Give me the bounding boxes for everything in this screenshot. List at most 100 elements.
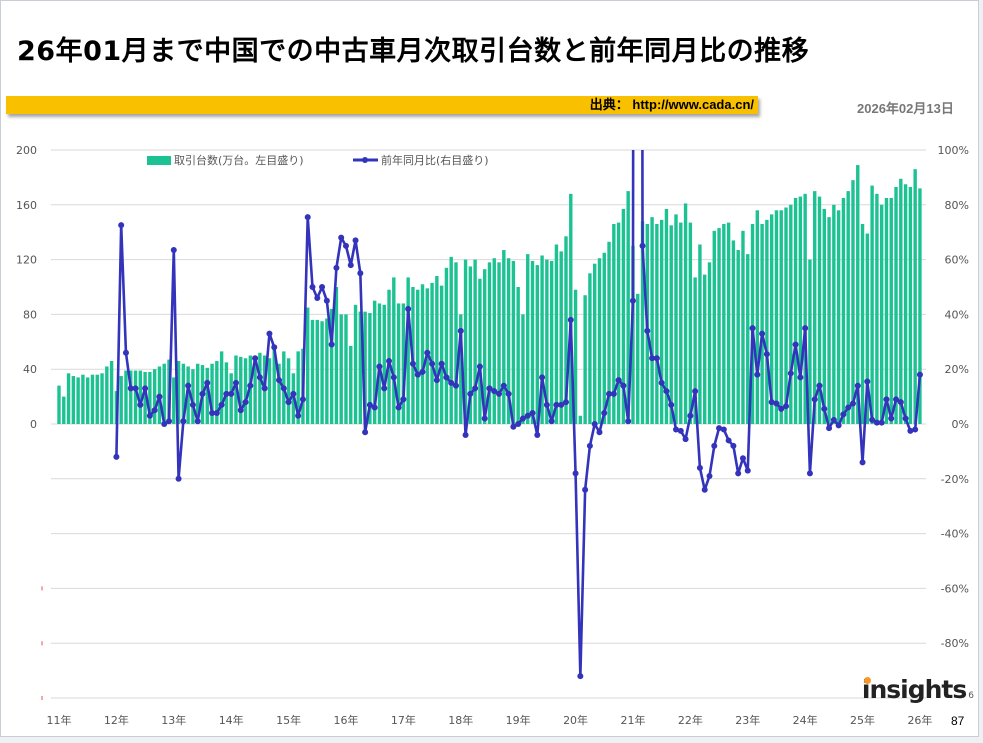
yoy-point bbox=[854, 382, 861, 389]
yoy-point bbox=[376, 363, 383, 370]
yoy-point bbox=[390, 374, 397, 381]
bar bbox=[918, 188, 922, 424]
bar bbox=[583, 295, 587, 424]
left-axis-tick: 0 bbox=[30, 418, 37, 431]
yoy-point bbox=[151, 407, 158, 414]
bar bbox=[396, 303, 401, 424]
legend-line-marker bbox=[362, 157, 368, 163]
bar bbox=[459, 314, 463, 424]
bar bbox=[779, 210, 783, 424]
yoy-point bbox=[596, 429, 603, 436]
bar bbox=[784, 207, 788, 424]
yoy-point bbox=[539, 374, 546, 381]
bar bbox=[277, 363, 281, 424]
bar bbox=[473, 259, 477, 424]
right-axis-tick: 0% bbox=[952, 418, 969, 431]
page-title: 26年01月まで中国での中古車月次取引台数と前年同月比の推移 bbox=[17, 36, 810, 67]
yoy-point bbox=[759, 330, 766, 337]
bar bbox=[482, 269, 487, 424]
yoy-point bbox=[452, 382, 459, 389]
yoy-point bbox=[625, 418, 632, 425]
yoy-point bbox=[285, 399, 292, 406]
yoy-point bbox=[912, 426, 919, 433]
yoy-point bbox=[142, 385, 149, 392]
yoy-point bbox=[878, 419, 885, 426]
bar bbox=[133, 370, 138, 424]
legend-line-label: 前年同月比(右目盛り) bbox=[381, 153, 489, 167]
x-axis-tick: 20年 bbox=[563, 713, 588, 727]
bar bbox=[540, 255, 544, 424]
yoy-point bbox=[156, 393, 163, 400]
bar bbox=[243, 358, 248, 424]
bar bbox=[492, 258, 496, 424]
yoy-point bbox=[304, 214, 311, 221]
bar bbox=[334, 287, 339, 424]
bar bbox=[349, 345, 353, 424]
yoy-point bbox=[347, 262, 354, 269]
yoy-point bbox=[223, 390, 230, 397]
yoy-point bbox=[342, 242, 349, 249]
page-number: 87 bbox=[951, 714, 965, 728]
bar bbox=[602, 252, 606, 424]
yoy-point bbox=[505, 390, 512, 397]
bar bbox=[215, 360, 219, 424]
yoy-point bbox=[519, 415, 526, 422]
bar bbox=[124, 370, 128, 424]
bar bbox=[889, 197, 893, 424]
yoy-point bbox=[768, 399, 775, 406]
yoy-point bbox=[692, 388, 699, 395]
bar bbox=[908, 186, 913, 424]
yoy-point bbox=[534, 431, 541, 438]
yoy-point bbox=[806, 470, 813, 477]
bar bbox=[449, 256, 453, 424]
right-axis-tick: -20% bbox=[941, 473, 969, 486]
right-axis-tick: 40% bbox=[945, 308, 969, 321]
yoy-point bbox=[419, 368, 426, 375]
yoy-point bbox=[400, 396, 407, 403]
yoy-point bbox=[405, 305, 412, 312]
yoy-point bbox=[783, 403, 790, 410]
bar bbox=[229, 373, 233, 424]
bar bbox=[674, 214, 678, 424]
bar bbox=[372, 300, 377, 424]
yoy-point bbox=[821, 405, 828, 412]
bar bbox=[755, 210, 760, 424]
insights-logo: insights bbox=[861, 675, 967, 704]
right-axis-tick: -40% bbox=[941, 528, 969, 541]
bar bbox=[774, 210, 779, 424]
x-axis-tick: 26年 bbox=[907, 713, 932, 727]
bar bbox=[559, 251, 563, 424]
yoy-point bbox=[290, 390, 297, 397]
bar bbox=[875, 193, 879, 424]
yoy-point bbox=[677, 427, 684, 434]
bar bbox=[420, 284, 425, 424]
yoy-point bbox=[252, 355, 259, 362]
bar bbox=[746, 254, 750, 424]
yoy-point bbox=[515, 421, 522, 427]
yoy-point bbox=[840, 411, 847, 418]
bar bbox=[607, 241, 611, 424]
bar bbox=[71, 376, 76, 424]
bar bbox=[109, 360, 114, 424]
yoy-point bbox=[673, 426, 680, 433]
bar bbox=[401, 303, 406, 424]
yoy-point bbox=[213, 410, 220, 417]
bar bbox=[554, 244, 559, 424]
yoy-point bbox=[567, 316, 574, 323]
bar bbox=[219, 351, 224, 424]
yoy-point bbox=[381, 385, 388, 392]
yoy-point bbox=[739, 455, 746, 462]
bar bbox=[588, 273, 592, 424]
yoy-point bbox=[429, 360, 436, 367]
yoy-point bbox=[510, 423, 517, 430]
bar bbox=[731, 240, 736, 424]
bar bbox=[296, 351, 300, 424]
yoy-point bbox=[137, 401, 144, 408]
bar bbox=[353, 304, 358, 424]
x-axis-tick: 16年 bbox=[333, 713, 358, 727]
bar bbox=[454, 262, 458, 424]
right-axis-tick: -60% bbox=[941, 582, 969, 595]
legend-bar-swatch bbox=[147, 156, 171, 165]
yoy-point bbox=[658, 379, 665, 386]
bar bbox=[636, 293, 640, 424]
